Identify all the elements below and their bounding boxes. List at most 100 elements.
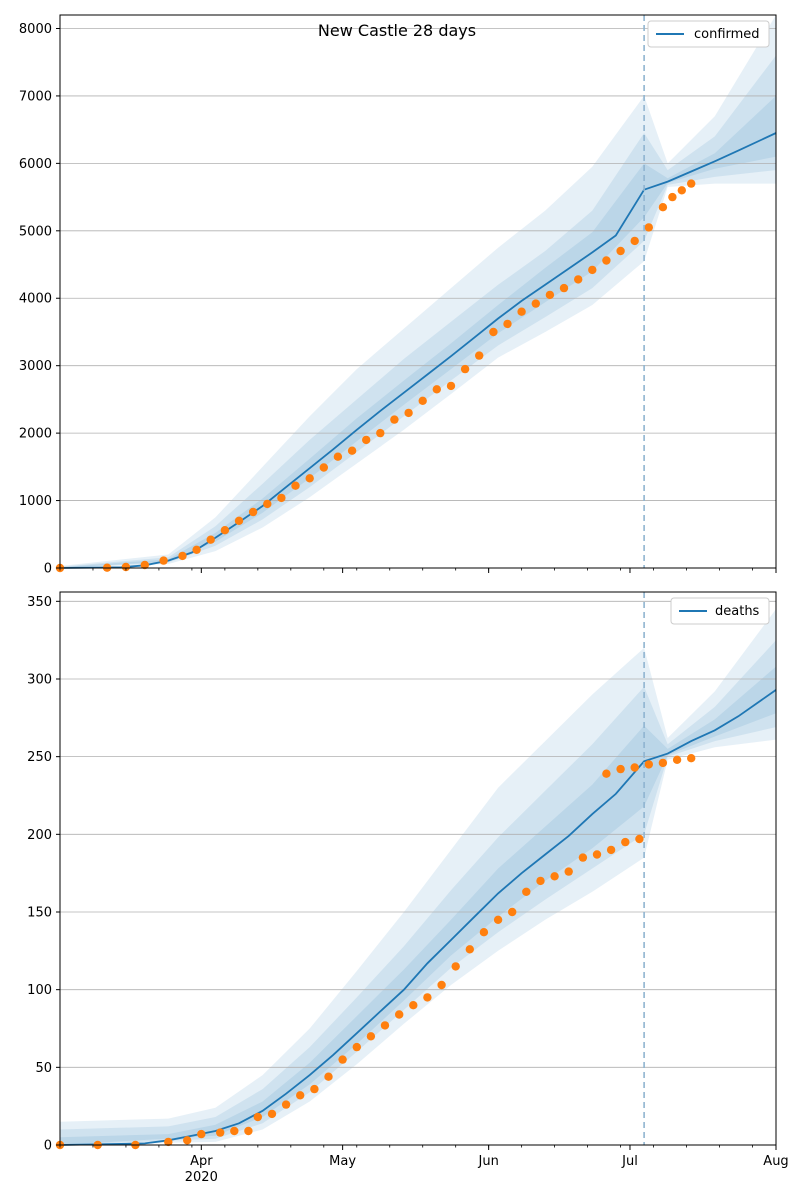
confirmed-legend-label: confirmed: [694, 27, 760, 42]
confirmed-ytick-label: 4000: [19, 292, 52, 307]
deaths-observed-point: [606, 845, 616, 855]
deaths-legend-box: [670, 597, 770, 625]
deaths-ytick-label: 250: [27, 750, 52, 765]
confirmed-observed-point: [602, 256, 611, 265]
x-tick-year-label: 2020: [185, 1170, 218, 1185]
deaths-observed-point: [592, 850, 602, 859]
confirmed-observed-point: [658, 203, 668, 212]
deaths-observed-point: [352, 1042, 361, 1052]
confirmed-observed-point: [263, 499, 272, 509]
confirmed-observed-point: [677, 186, 686, 195]
confirmed-y-axis: 0 1000 2000 3000 4000 5000 6000 7000 8000: [19, 22, 60, 577]
deaths-ytick-label: 350: [27, 595, 52, 610]
confirmed-observed-point: [192, 545, 201, 554]
confirmed-panel: 0 1000 2000 3000 4000 5000 6000 7000 8000 New Ca…: [19, 14, 777, 577]
confirmed-observed-point: [588, 265, 597, 275]
confirmed-observed-point: [140, 560, 149, 570]
deaths-observed-point: [324, 1072, 333, 1081]
confirmed-ytick-label: 2000: [19, 427, 52, 442]
deaths-ytick-label: 50: [35, 1061, 52, 1076]
confirmed-observed-point: [644, 223, 653, 232]
confirmed-observed-point: [630, 236, 639, 246]
deaths-observed-point: [409, 1001, 418, 1010]
x-tick-label: May: [329, 1154, 356, 1169]
deaths-observed-point: [672, 755, 682, 764]
confirmed-observed-point: [347, 446, 357, 455]
deaths-axes-frame: [59, 591, 777, 1146]
confirmed-observed-point: [121, 562, 131, 572]
deaths-band-1: [60, 609, 776, 1145]
confirmed-observed-point: [159, 556, 168, 565]
confirmed-observed-point: [460, 364, 470, 374]
confirmed-observed-point: [333, 452, 343, 461]
confirmed-observed-point: [206, 535, 215, 544]
confirmed-observed-point: [220, 526, 230, 535]
chart-title: New Castle 28 days: [318, 21, 476, 40]
deaths-legend: deaths: [670, 597, 770, 625]
deaths-observed-point: [296, 1091, 305, 1100]
deaths-observed-point: [197, 1129, 206, 1139]
confirmed-legend-box: [647, 20, 770, 48]
confirmed-model-line: [59, 132, 777, 569]
deaths-observed-points: [55, 754, 696, 1150]
confirmed-axes-frame: [59, 14, 777, 569]
confirmed-observed-point: [404, 408, 413, 418]
deaths-band-2: [60, 640, 776, 1145]
deaths-ytick-label: 200: [27, 828, 52, 843]
confirmed-ytick-label: 3000: [19, 359, 52, 374]
confirmed-ytick-label: 6000: [19, 157, 52, 172]
confirmed-observed-point: [319, 463, 328, 472]
deaths-observed-point: [230, 1126, 239, 1136]
x-tick-label: Jun: [478, 1154, 499, 1169]
deaths-observed-point: [493, 915, 503, 924]
confirmed-ytick-label: 0: [44, 562, 52, 577]
deaths-observed-point: [164, 1137, 173, 1147]
confirmed-ytick-label: 1000: [19, 494, 52, 509]
deaths-observed-point: [508, 907, 517, 917]
confirmed-observed-point: [362, 435, 371, 445]
confirmed-observed-point: [616, 246, 625, 256]
deaths-observed-point: [423, 993, 432, 1002]
confirmed-observed-point: [376, 428, 385, 438]
confirmed-observed-point: [418, 396, 427, 405]
confirmed-observed-point: [277, 493, 286, 503]
deaths-observed-point: [564, 867, 573, 876]
deaths-observed-point: [216, 1128, 225, 1137]
confirmed-observed-point: [248, 507, 258, 517]
deaths-observed-point: [578, 853, 588, 862]
deaths-band-3: [60, 666, 776, 1145]
confirmed-observed-points: [55, 179, 696, 573]
confirmed-legend: confirmed: [647, 20, 770, 48]
confirmed-ytick-label: 7000: [19, 89, 52, 104]
confirmed-observed-point: [446, 381, 456, 391]
deaths-ytick-label: 100: [27, 983, 52, 998]
deaths-observed-point: [621, 837, 630, 847]
confirmed-observed-point: [559, 283, 569, 293]
deaths-observed-point: [644, 760, 653, 769]
deaths-observed-point: [267, 1109, 277, 1119]
deaths-model-line: [59, 689, 777, 1146]
deaths-observed-point: [310, 1084, 319, 1094]
deaths-observed-point: [630, 763, 639, 772]
confirmed-observed-point: [305, 474, 314, 483]
deaths-observed-point: [479, 928, 489, 937]
deaths-observed-point: [281, 1100, 291, 1109]
x-tick-label: Jul: [621, 1154, 638, 1169]
deaths-ytick-label: 300: [27, 672, 52, 687]
confirmed-observed-point: [668, 192, 677, 202]
deaths-ytick-label: 0: [44, 1139, 52, 1154]
confirmed-observed-point: [517, 307, 526, 316]
x-tick-label: Apr: [190, 1154, 213, 1169]
confirmed-ytick-label: 5000: [19, 224, 52, 239]
deaths-legend-label: deaths: [715, 604, 760, 619]
confirmed-observed-point: [503, 319, 512, 329]
deaths-y-axis: 0 50 100 150 200 250 300 350: [27, 595, 60, 1154]
deaths-observed-point: [244, 1126, 253, 1136]
deaths-observed-point: [183, 1136, 192, 1145]
confirmed-observed-point: [475, 351, 484, 360]
deaths-observed-point: [338, 1055, 347, 1064]
